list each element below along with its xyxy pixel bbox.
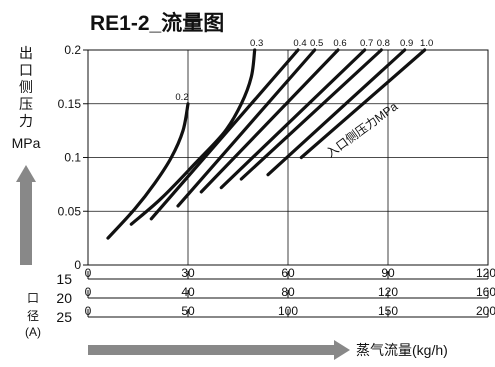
port-label-part: (A) bbox=[25, 325, 41, 339]
series-label: 0.5 bbox=[310, 38, 323, 49]
series-curve bbox=[199, 48, 340, 194]
series-curve bbox=[239, 48, 383, 181]
series-label: 0.8 bbox=[377, 38, 390, 49]
y-axis-label-part: 侧 bbox=[19, 79, 33, 95]
x-tick-label: 90 bbox=[381, 266, 395, 280]
series-label: 0.2 bbox=[175, 92, 188, 103]
series-label: 1.0 bbox=[420, 38, 433, 49]
x-tick-label: 200 bbox=[476, 304, 495, 318]
y-tick-label: 0.05 bbox=[58, 204, 82, 218]
y-axis-label-part: 压 bbox=[19, 96, 33, 112]
y-tick-label: 0 bbox=[74, 258, 81, 272]
series-curve bbox=[176, 48, 317, 208]
y-axis-label-part: 力 bbox=[19, 113, 33, 129]
x-tick-label: 150 bbox=[378, 304, 398, 318]
x-tick-label: 120 bbox=[378, 285, 398, 299]
up-arrow-head-icon bbox=[16, 165, 36, 182]
y-tick-label: 0.1 bbox=[64, 151, 81, 165]
series-label: 0.6 bbox=[333, 38, 346, 49]
port-size-value: 25 bbox=[56, 309, 72, 325]
x-tick-label: 0 bbox=[85, 285, 92, 299]
chart-title: RE1-2_流量图 bbox=[90, 11, 224, 35]
x-tick-label: 80 bbox=[281, 285, 295, 299]
series-label: 0.3 bbox=[250, 38, 263, 49]
y-axis-label-part: 口 bbox=[19, 62, 33, 78]
x-tick-label: 120 bbox=[476, 266, 495, 280]
up-arrow-icon bbox=[20, 180, 32, 265]
x-tick-label: 160 bbox=[476, 285, 495, 299]
series-curves bbox=[106, 48, 427, 240]
x-tick-label: 100 bbox=[278, 304, 298, 318]
x-tick-label: 40 bbox=[181, 285, 195, 299]
y-tick-label: 0.2 bbox=[64, 43, 81, 57]
y-axis-ticks: 0 0.05 0.1 0.15 0.2 bbox=[58, 43, 88, 272]
series-label: 0.7 bbox=[360, 38, 373, 49]
x-axis-label: 蒸气流量(kg/h) bbox=[356, 342, 448, 358]
series-curve bbox=[219, 48, 367, 190]
port-label-part: 径 bbox=[27, 309, 39, 323]
series-curve bbox=[106, 102, 190, 240]
y-axis-label-part: MPa bbox=[12, 135, 41, 151]
y-axis-label-part: 出 bbox=[19, 45, 33, 61]
right-arrow-head-icon bbox=[334, 340, 350, 360]
x-tick-label: 0 bbox=[85, 304, 92, 318]
y-tick-label: 0.15 bbox=[58, 97, 82, 111]
x-tick-label: 0 bbox=[85, 266, 92, 280]
port-size-value: 15 bbox=[56, 271, 72, 287]
port-size-value: 20 bbox=[56, 290, 72, 306]
port-label-part: 口 bbox=[27, 291, 39, 305]
series-curve bbox=[266, 48, 407, 177]
right-arrow-icon bbox=[88, 345, 335, 355]
series-curve bbox=[149, 48, 300, 221]
port-size-label: 口径 (A) bbox=[25, 291, 41, 339]
series-label: 0.4 bbox=[293, 38, 306, 49]
x-tick-label: 60 bbox=[281, 266, 295, 280]
series-curve bbox=[129, 48, 257, 226]
series-labels: 0.2 0.3 0.4 0.5 0.6 0.7 0.8 0.9 1.0 bbox=[175, 38, 433, 103]
x-tick-label: 30 bbox=[181, 266, 195, 280]
x-tick-label: 50 bbox=[181, 304, 195, 318]
series-label: 0.9 bbox=[400, 38, 413, 49]
series-curve bbox=[299, 48, 427, 160]
